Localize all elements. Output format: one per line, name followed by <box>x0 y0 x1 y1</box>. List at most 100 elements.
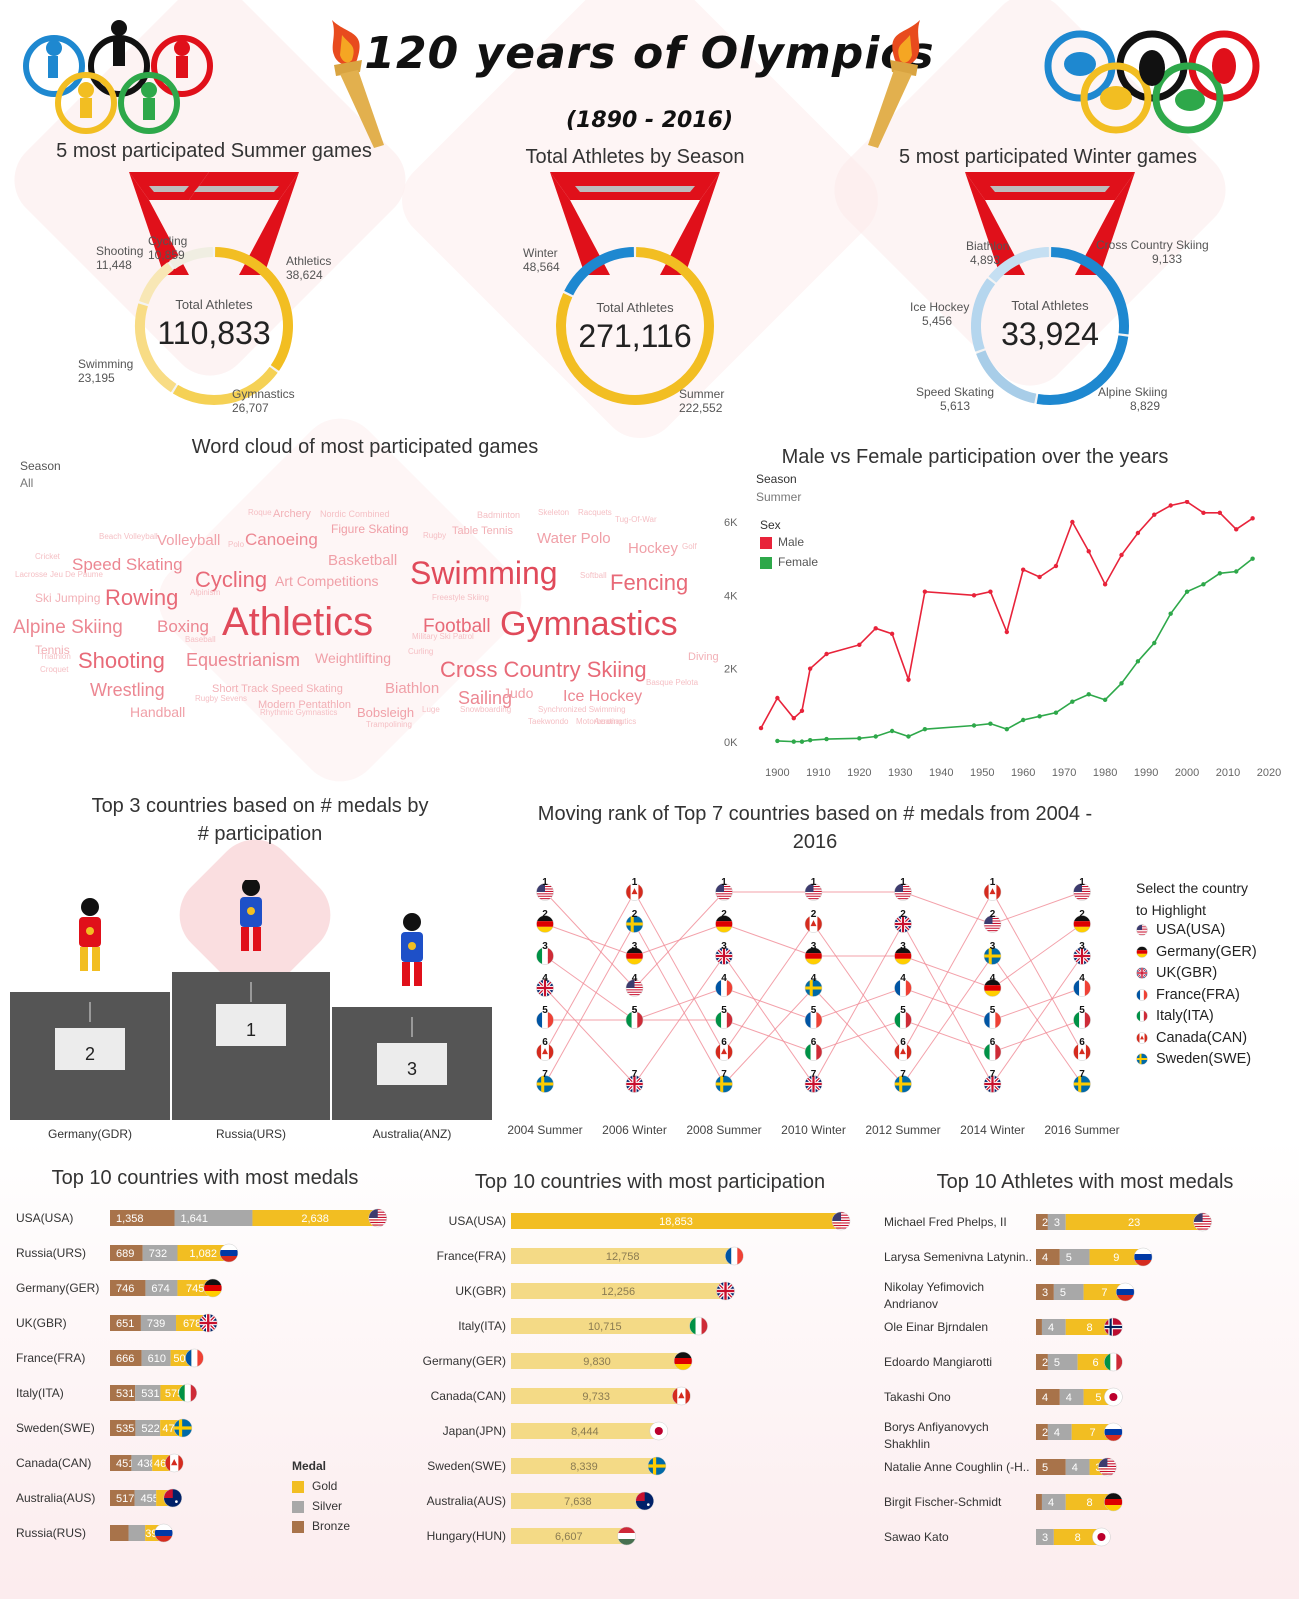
rank-marker[interactable]: 3 <box>536 941 554 965</box>
bar-silver[interactable] <box>1047 1214 1066 1230</box>
rank-marker[interactable]: 3 <box>983 941 1002 965</box>
word-wrestling[interactable]: Wrestling <box>90 680 165 700</box>
female-point[interactable] <box>889 728 895 734</box>
female-point[interactable] <box>1168 611 1173 616</box>
rank-marker[interactable]: 7 <box>894 1069 912 1093</box>
rank-marker[interactable]: 5 <box>625 1005 644 1029</box>
bar-silver[interactable] <box>1047 1424 1072 1440</box>
bar-bronze[interactable] <box>110 1490 135 1506</box>
male-point[interactable] <box>824 651 829 657</box>
word-modern-pentathlon[interactable]: Modern Pentathlon <box>258 699 351 711</box>
donut-segment-speed-skating[interactable] <box>976 350 1037 404</box>
word-skeleton[interactable]: Skeleton <box>538 508 570 517</box>
word-curling[interactable]: Curling <box>408 647 434 656</box>
rank-marker[interactable]: 5 <box>1073 1005 1091 1029</box>
word-roque[interactable]: Roque <box>248 508 272 517</box>
rank-marker[interactable]: 3 <box>804 941 823 965</box>
word-fencing[interactable]: Fencing <box>610 570 689 595</box>
male-point[interactable] <box>1070 519 1075 525</box>
rank-marker[interactable]: 3 <box>715 941 733 965</box>
bar-silver[interactable] <box>174 1210 253 1226</box>
male-point[interactable] <box>1201 510 1206 516</box>
bar-silver[interactable] <box>128 1525 146 1541</box>
participation-bar[interactable] <box>511 1458 657 1474</box>
word-art-competitions[interactable]: Art Competitions <box>275 573 379 589</box>
word-badminton[interactable]: Badminton <box>477 510 521 520</box>
bar-bronze[interactable] <box>1036 1214 1048 1230</box>
rank-marker[interactable]: 3 <box>894 941 912 965</box>
male-point[interactable] <box>971 593 977 598</box>
word-football[interactable]: Football <box>423 616 491 637</box>
rank-marker[interactable]: 7 <box>1073 1069 1091 1093</box>
word-diving[interactable]: Diving <box>688 651 719 663</box>
rank-marker[interactable]: 7 <box>804 1069 823 1093</box>
donut-segment-winter[interactable] <box>564 247 635 296</box>
bar-bronze[interactable] <box>110 1455 132 1471</box>
bar-gold[interactable] <box>177 1280 213 1296</box>
word-handball[interactable]: Handball <box>130 704 186 720</box>
word-baseball[interactable]: Baseball <box>185 635 216 644</box>
donut-segment-cycling[interactable] <box>169 247 214 270</box>
bar-silver[interactable] <box>1041 1319 1066 1335</box>
bar-bronze[interactable] <box>1036 1249 1060 1265</box>
word-weightlifting[interactable]: Weightlifting <box>315 650 392 666</box>
word-rowing[interactable]: Rowing <box>105 585 179 610</box>
rank-marker[interactable]: 7 <box>536 1069 554 1093</box>
word-hockey[interactable]: Hockey <box>628 540 679 557</box>
bar-silver[interactable] <box>1036 1529 1054 1545</box>
rank-marker[interactable]: 1 <box>715 877 733 901</box>
rank-marker[interactable]: 1 <box>536 877 554 901</box>
rank-marker[interactable]: 2 <box>804 909 823 933</box>
rank-marker[interactable]: 2 <box>625 909 644 933</box>
word-motorboating[interactable]: Motorboating <box>576 717 623 726</box>
male-point[interactable] <box>1152 512 1157 517</box>
donut-segment-cross-country-skiing[interactable] <box>1050 247 1129 335</box>
female-point[interactable] <box>1053 710 1059 715</box>
word-synchronized-swimming[interactable]: Synchronized Swimming <box>538 705 626 714</box>
donut-segment-summer[interactable] <box>556 247 714 405</box>
bar-gold[interactable] <box>1065 1319 1114 1335</box>
male-point[interactable] <box>1250 516 1255 521</box>
rank-marker[interactable]: 4 <box>1073 973 1091 997</box>
medal-legend-silver[interactable]: Silver <box>292 1496 350 1516</box>
female-point[interactable] <box>1020 717 1026 723</box>
rank-legend-item-fra[interactable]: France(FRA) <box>1136 987 1257 1009</box>
mf-legend-male[interactable]: Male <box>760 535 804 549</box>
bar-bronze[interactable] <box>1036 1284 1054 1300</box>
medal-legend-gold[interactable]: Gold <box>292 1476 350 1496</box>
word-ski-jumping[interactable]: Ski Jumping <box>35 591 101 605</box>
donut-segment-biathlon[interactable] <box>988 247 1050 283</box>
donut-segment-athletics[interactable] <box>214 247 293 371</box>
male-point[interactable] <box>906 677 911 682</box>
rank-marker[interactable]: 7 <box>983 1069 1002 1093</box>
word-archery[interactable]: Archery <box>273 508 311 520</box>
rank-marker[interactable]: 5 <box>715 1005 733 1029</box>
word-taekwondo[interactable]: Taekwondo <box>528 717 569 726</box>
male-point[interactable] <box>873 626 878 631</box>
rank-marker[interactable]: 4 <box>625 973 644 997</box>
bar-bronze[interactable] <box>110 1315 141 1331</box>
bar-bronze[interactable] <box>110 1525 129 1541</box>
rank-marker[interactable]: 1 <box>894 877 912 901</box>
bar-silver[interactable] <box>1059 1389 1084 1405</box>
participation-bar[interactable] <box>511 1353 684 1369</box>
donut-segment-gymnastics[interactable] <box>172 366 278 405</box>
bar-silver[interactable] <box>134 1490 157 1506</box>
bar-silver[interactable] <box>1053 1284 1084 1300</box>
bar-silver[interactable] <box>1065 1459 1090 1475</box>
female-point[interactable] <box>971 723 977 728</box>
bar-bronze[interactable] <box>110 1385 136 1401</box>
male-point[interactable] <box>1020 567 1026 572</box>
female-point[interactable] <box>906 734 911 739</box>
male-point[interactable] <box>1037 574 1042 580</box>
word-golf[interactable]: Golf <box>682 542 697 551</box>
word-alpinism[interactable]: Alpinism <box>190 588 221 597</box>
bar-gold[interactable] <box>1071 1424 1114 1440</box>
word-lacrosse[interactable]: Lacrosse <box>15 570 48 579</box>
bar-silver[interactable] <box>142 1245 178 1261</box>
rank-marker[interactable]: 1 <box>625 877 644 901</box>
word-swimming[interactable]: Swimming <box>410 555 558 591</box>
bar-silver[interactable] <box>135 1420 161 1436</box>
bar-bronze[interactable] <box>110 1245 143 1261</box>
word-table-tennis[interactable]: Table Tennis <box>452 525 513 537</box>
